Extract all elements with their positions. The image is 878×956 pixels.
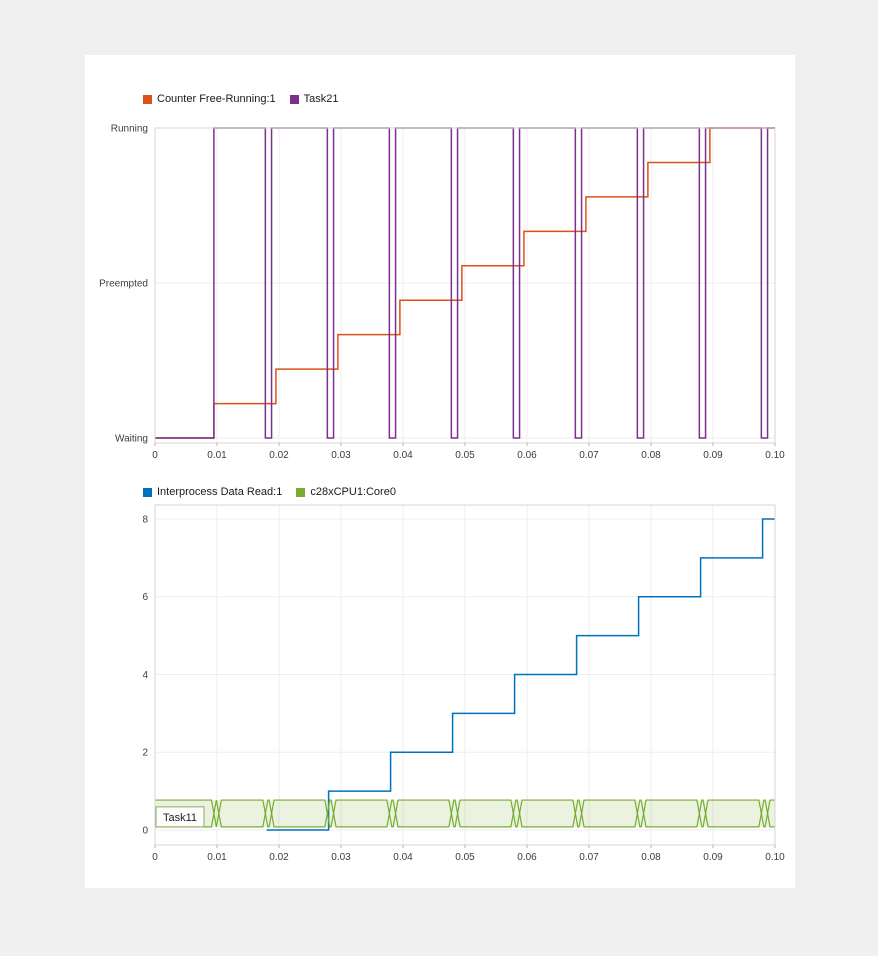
y-tick-label: Preempted xyxy=(99,279,148,290)
legend-item-c28xcpu1-core0[interactable]: c28xCPU1:Core0 xyxy=(296,486,396,498)
x-tick-label: 0.08 xyxy=(641,450,661,461)
x-tick-label: 0.08 xyxy=(641,852,661,863)
x-tick-label: 0.09 xyxy=(703,450,723,461)
task-band-fill xyxy=(155,800,775,827)
x-tick-label: 0.05 xyxy=(455,450,475,461)
x-tick-label: 0.02 xyxy=(269,450,289,461)
legend-swatch-counter-free-running-icon xyxy=(143,94,152,104)
y-tick-label: Running xyxy=(111,124,148,135)
y-tick-label: 6 xyxy=(142,592,148,603)
legend-item-counter-free-running[interactable]: Counter Free-Running:1 xyxy=(143,93,276,105)
legend-label-counter-free-running: Counter Free-Running:1 xyxy=(157,93,276,105)
legend-item-interprocess-data-read[interactable]: Interprocess Data Read:1 xyxy=(143,486,282,498)
x-tick-label: 0.04 xyxy=(393,450,413,461)
x-tick-label: 0.06 xyxy=(517,852,537,863)
x-tick-label: 0.02 xyxy=(269,852,289,863)
y-tick-label: 2 xyxy=(142,748,148,759)
legend-swatch-interprocess-data-read-icon xyxy=(143,487,152,497)
legend-label-task21: Task21 xyxy=(303,93,339,105)
x-tick-label: 0.07 xyxy=(579,852,599,863)
x-tick-label: 0.10 xyxy=(765,852,785,863)
interprocess-data-chart[interactable]: Task11 0 0.01 0.02 0.03 0.04 0.05 0.06 0.07 0.08 0… xyxy=(95,504,785,869)
x-tick-label: 0.09 xyxy=(703,852,723,863)
task-label-box xyxy=(155,806,205,828)
task-state-chart[interactable]: 0 0.01 0.02 0.03 0.04 0.05 0.06 0.07 0.08 0.09 0.1… xyxy=(95,124,785,467)
legend-label-interprocess-data-read: Interprocess Data Read:1 xyxy=(157,486,283,498)
legend-item-task21[interactable]: Task21 xyxy=(289,93,339,105)
x-tick-label: 0 xyxy=(152,450,158,461)
y-tick-label: 0 xyxy=(142,825,148,836)
x-tick-label: 0.03 xyxy=(331,450,351,461)
task-band-line[interactable] xyxy=(155,799,775,828)
x-tick-label: 0.06 xyxy=(517,450,537,461)
legend-label-c28xcpu1-core0: c28xCPU1:Core0 xyxy=(310,486,396,498)
legend-swatch-task21-icon xyxy=(289,94,299,104)
x-tick-label: 0.10 xyxy=(765,450,785,461)
x-tick-label: 0.07 xyxy=(579,450,599,461)
legend-swatch-c28xcpu1-core0-icon xyxy=(296,487,306,497)
y-tick-label: 8 xyxy=(142,514,148,525)
x-tick-label: 0.03 xyxy=(331,852,351,863)
task-label: Task11 xyxy=(163,812,197,824)
x-tick-label: 0.05 xyxy=(455,852,475,863)
x-tick-label: 0.04 xyxy=(393,852,413,863)
y-tick-label: 4 xyxy=(142,670,148,681)
x-tick-label: 0.01 xyxy=(207,852,227,863)
series-line[interactable] xyxy=(266,518,775,831)
task-band-line[interactable] xyxy=(155,799,775,828)
x-tick-label: 0.01 xyxy=(207,450,227,461)
x-tick-label: 0 xyxy=(152,852,158,863)
series-line[interactable] xyxy=(155,127,775,439)
y-tick-label: Waiting xyxy=(115,434,148,445)
legend-top-chart: Counter Free-Running:1 Task21 xyxy=(143,93,338,105)
legend-bottom-chart: Interprocess Data Read:1 c28xCPU1:Core0 xyxy=(143,486,396,498)
